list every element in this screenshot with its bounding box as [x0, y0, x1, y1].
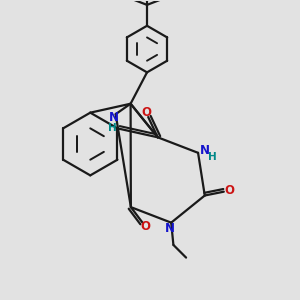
Text: H: H [108, 123, 117, 133]
Text: H: H [208, 152, 217, 162]
Text: O: O [141, 106, 151, 119]
Text: N: N [200, 144, 210, 157]
Text: O: O [224, 184, 234, 197]
Text: N: N [165, 221, 175, 235]
Text: N: N [109, 111, 119, 124]
Text: O: O [141, 220, 151, 233]
